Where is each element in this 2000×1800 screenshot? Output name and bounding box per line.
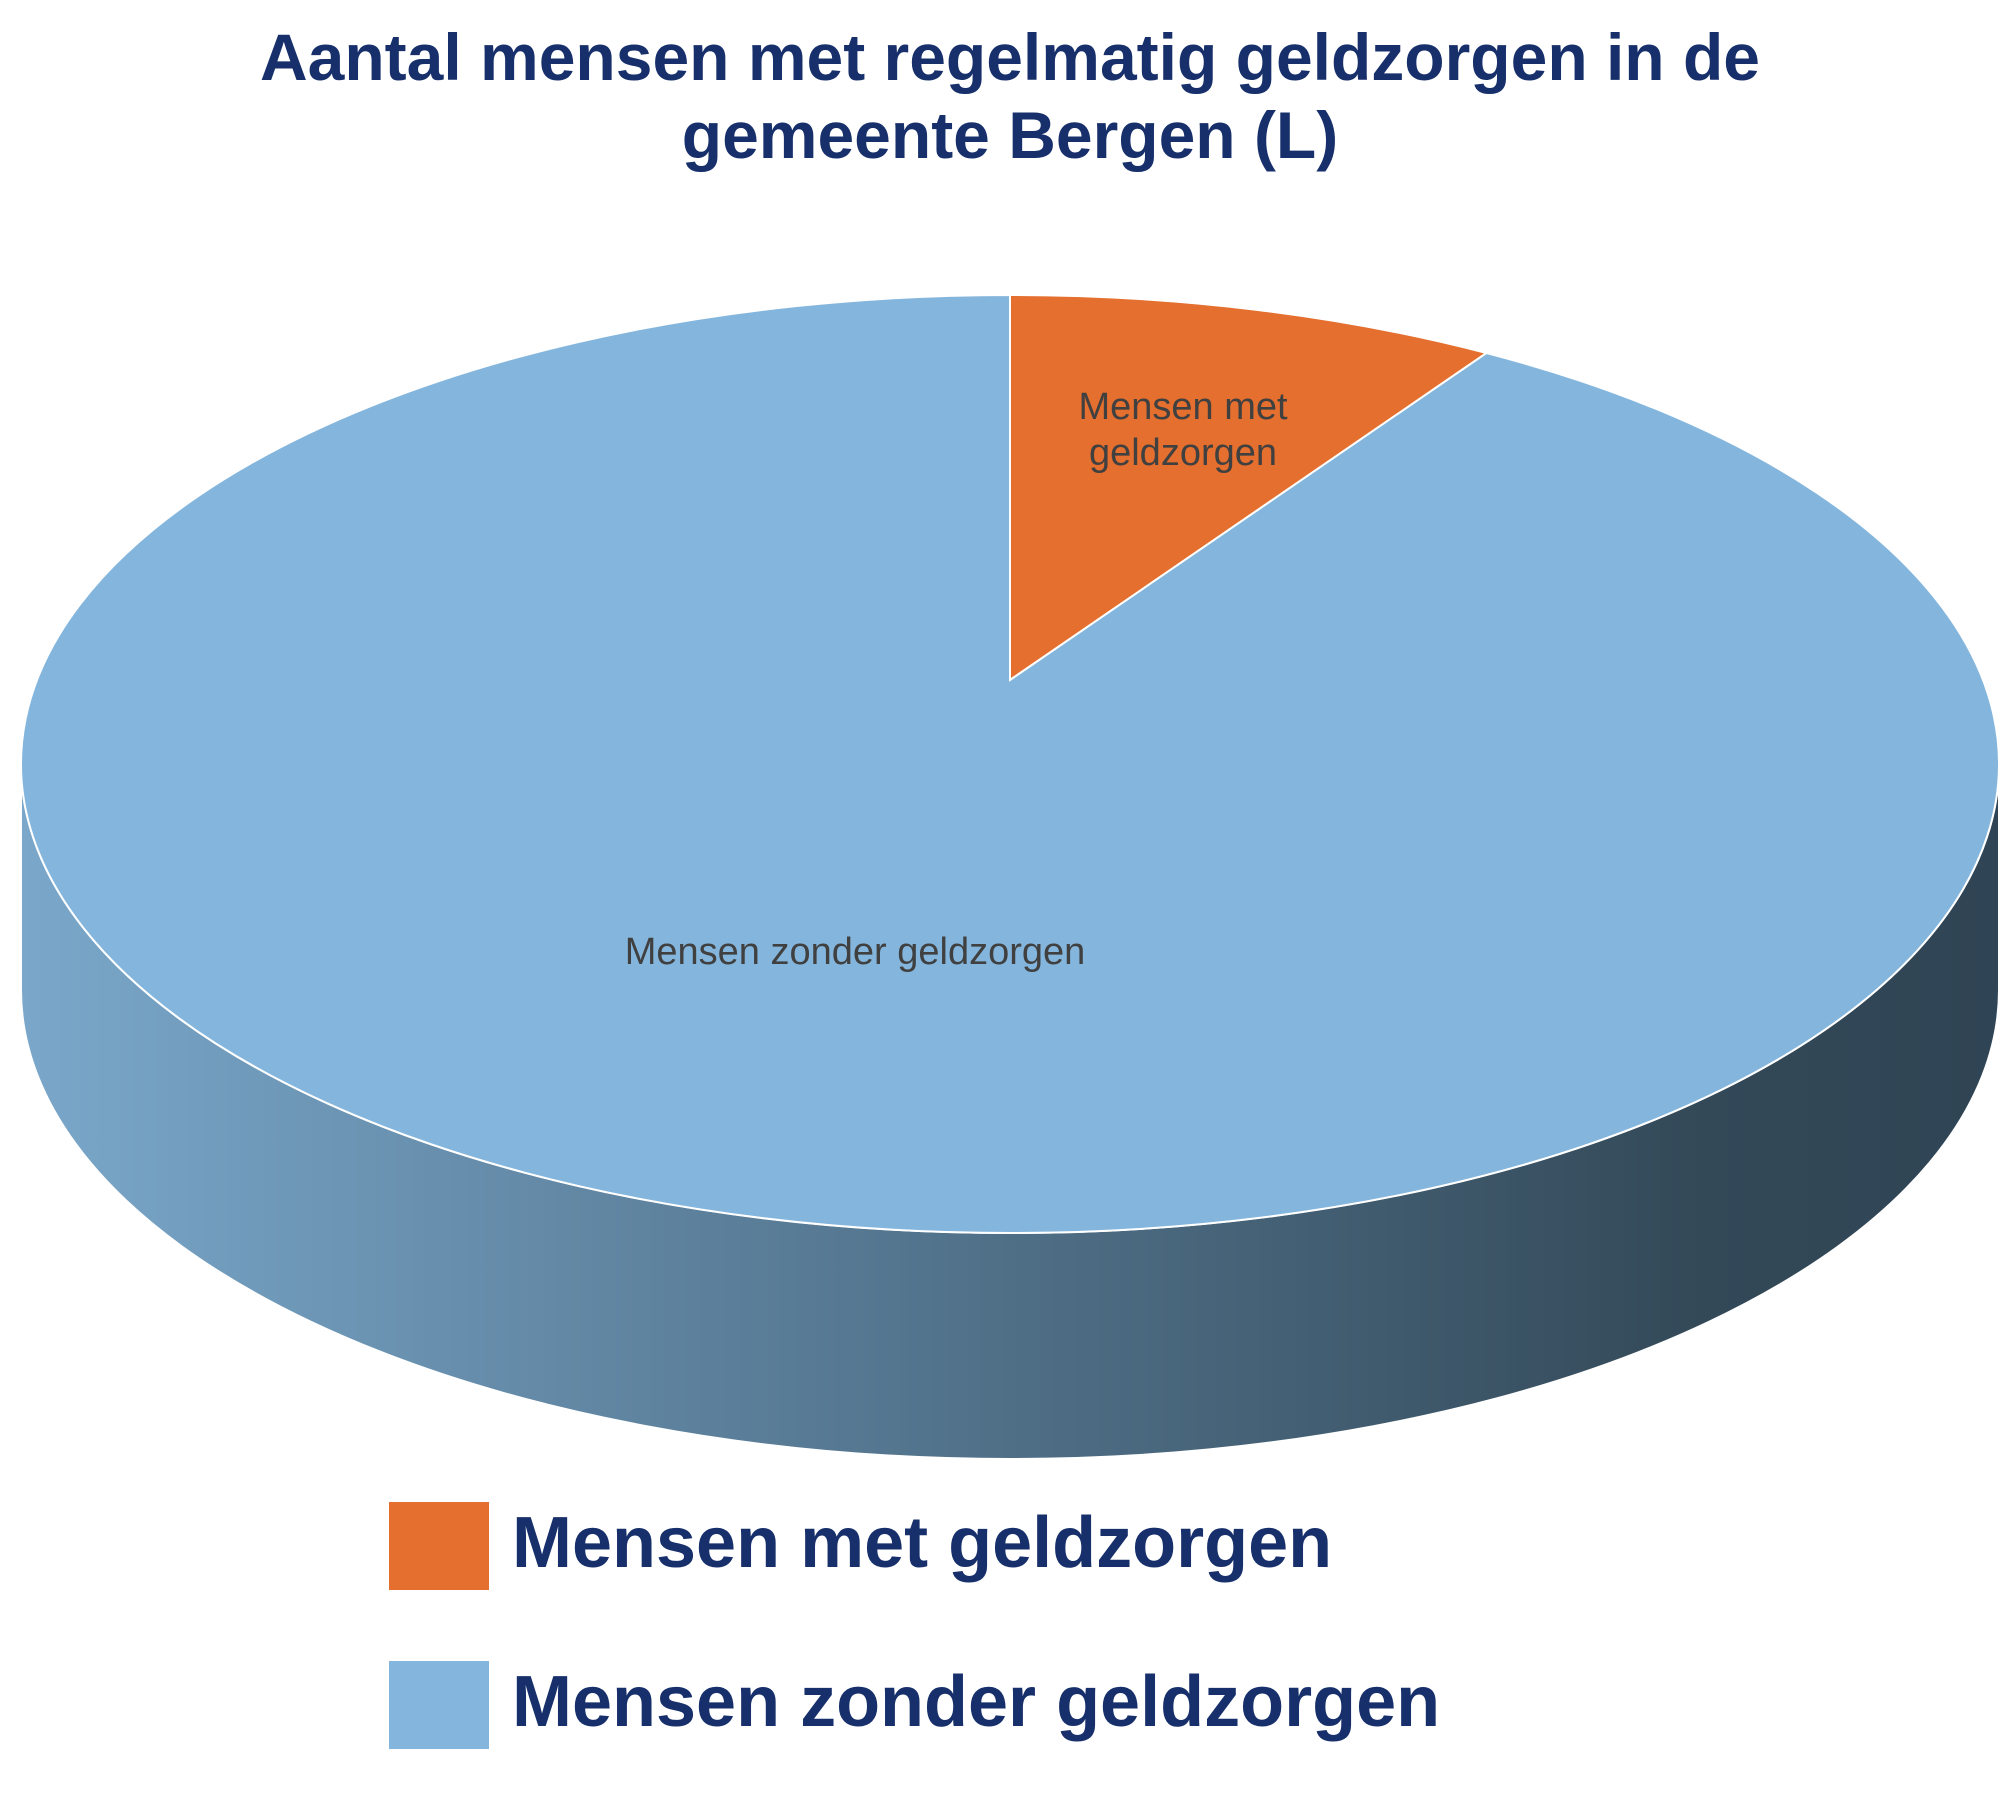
pie-slice	[20, 293, 2000, 1234]
slice-label: Mensen zonder geldzorgen	[624, 931, 1086, 973]
legend-swatch	[389, 1502, 489, 1590]
pie-slice	[1009, 293, 1489, 682]
chart-title: Aantal mensen met regelmatig geldzorgen …	[260, 20, 1760, 172]
legend-swatch	[389, 1661, 489, 1749]
slice-label-box: Mensen zonder geldzorgen	[624, 931, 1086, 973]
slice-label-box: Mensen met geldzorgen	[1078, 386, 1288, 474]
legend-label: Mensen met geldzorgen	[512, 1503, 1332, 1583]
legend-label: Mensen zonder geldzorgen	[512, 1662, 1440, 1742]
slice-label: Mensen met geldzorgen	[1078, 386, 1288, 474]
